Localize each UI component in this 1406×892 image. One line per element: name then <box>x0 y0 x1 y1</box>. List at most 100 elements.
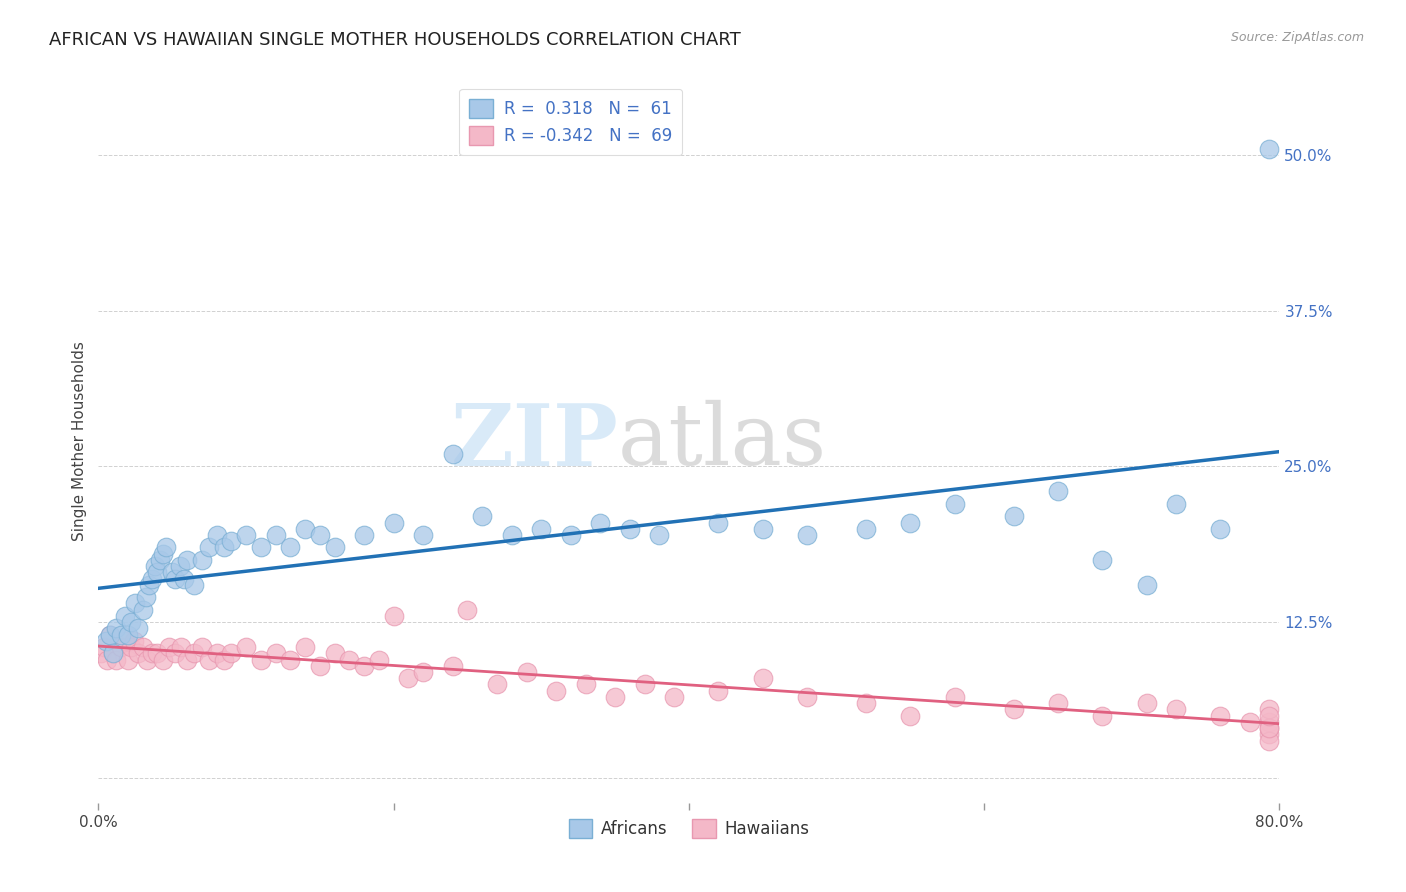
Point <box>117 627 139 641</box>
Point <box>205 528 228 542</box>
Legend: Africans, Hawaiians: Africans, Hawaiians <box>562 813 815 845</box>
Point <box>1258 142 1281 156</box>
Point <box>155 541 177 555</box>
Point <box>752 522 775 536</box>
Point <box>1258 727 1281 741</box>
Point <box>103 646 125 660</box>
Point <box>1136 696 1159 710</box>
Point <box>250 541 273 555</box>
Point <box>96 652 118 666</box>
Point <box>441 447 464 461</box>
Point <box>132 603 155 617</box>
Point <box>412 665 434 679</box>
Point <box>294 640 316 654</box>
Point <box>212 652 235 666</box>
Point <box>127 646 149 660</box>
Point <box>105 652 128 666</box>
Point <box>176 652 198 666</box>
Point <box>1166 497 1188 511</box>
Point <box>198 541 221 555</box>
Y-axis label: Single Mother Households: Single Mother Households <box>72 342 87 541</box>
Point <box>560 528 582 542</box>
Point <box>900 516 922 530</box>
Point <box>353 658 375 673</box>
Point <box>149 553 172 567</box>
Point <box>1002 509 1025 524</box>
Point <box>589 516 612 530</box>
Point <box>135 591 157 605</box>
Point <box>264 528 287 542</box>
Point <box>1258 721 1281 735</box>
Point <box>1091 553 1114 567</box>
Point <box>1239 714 1261 729</box>
Point <box>382 516 405 530</box>
Point <box>141 572 163 586</box>
Point <box>457 603 479 617</box>
Point <box>1258 721 1281 735</box>
Point <box>1258 733 1281 747</box>
Point <box>486 677 509 691</box>
Point <box>1258 702 1281 716</box>
Point <box>183 578 205 592</box>
Point <box>1258 714 1281 729</box>
Point <box>141 646 163 660</box>
Point <box>191 640 214 654</box>
Point <box>648 528 671 542</box>
Point <box>127 621 149 635</box>
Point <box>205 646 228 660</box>
Point <box>169 559 191 574</box>
Point <box>900 708 922 723</box>
Point <box>1002 702 1025 716</box>
Point <box>530 522 553 536</box>
Point <box>122 633 145 648</box>
Point <box>117 652 139 666</box>
Point <box>165 646 187 660</box>
Point <box>752 671 775 685</box>
Point <box>605 690 627 704</box>
Point <box>120 640 142 654</box>
Point <box>146 566 169 580</box>
Point <box>183 646 205 660</box>
Point <box>146 646 169 660</box>
Point <box>339 652 361 666</box>
Point <box>707 516 730 530</box>
Point <box>152 652 174 666</box>
Point <box>619 522 641 536</box>
Point <box>98 627 121 641</box>
Point <box>235 640 257 654</box>
Point <box>855 696 877 710</box>
Point <box>516 665 538 679</box>
Point <box>1209 708 1232 723</box>
Point <box>162 566 183 580</box>
Point <box>1209 522 1232 536</box>
Point <box>170 640 193 654</box>
Point <box>1258 708 1281 723</box>
Point <box>136 652 159 666</box>
Point <box>94 633 117 648</box>
Point <box>309 528 332 542</box>
Point <box>90 646 112 660</box>
Point <box>124 597 146 611</box>
Point <box>264 646 287 660</box>
Point <box>796 690 818 704</box>
Point <box>943 497 966 511</box>
Text: atlas: atlas <box>619 400 827 483</box>
Text: AFRICAN VS HAWAIIAN SINGLE MOTHER HOUSEHOLDS CORRELATION CHART: AFRICAN VS HAWAIIAN SINGLE MOTHER HOUSEH… <box>49 31 741 49</box>
Point <box>1046 696 1070 710</box>
Point <box>546 683 568 698</box>
Point <box>114 609 136 624</box>
Point <box>250 652 273 666</box>
Point <box>98 627 121 641</box>
Point <box>1166 702 1188 716</box>
Text: ZIP: ZIP <box>450 400 619 483</box>
Point <box>110 627 132 641</box>
Point <box>501 528 523 542</box>
Point <box>110 640 132 654</box>
Point <box>191 553 214 567</box>
Point <box>138 578 160 592</box>
Point <box>165 572 187 586</box>
Point <box>412 528 434 542</box>
Point <box>280 541 302 555</box>
Text: Source: ZipAtlas.com: Source: ZipAtlas.com <box>1230 31 1364 45</box>
Point <box>221 646 243 660</box>
